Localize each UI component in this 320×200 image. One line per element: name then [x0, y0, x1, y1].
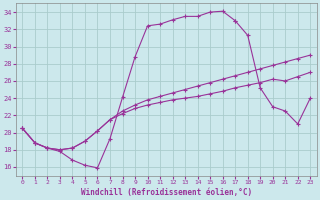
- X-axis label: Windchill (Refroidissement éolien,°C): Windchill (Refroidissement éolien,°C): [81, 188, 252, 197]
